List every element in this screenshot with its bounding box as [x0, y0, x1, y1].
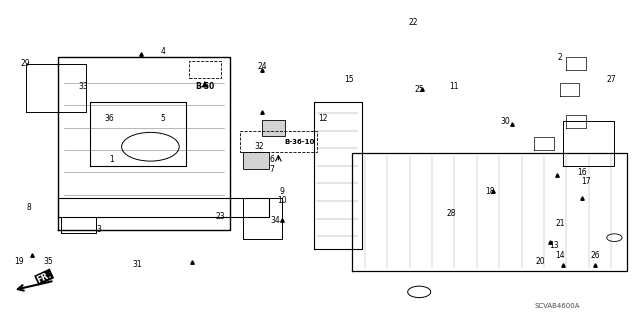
Text: 22: 22 [408, 18, 417, 27]
Text: 2: 2 [557, 53, 563, 62]
Bar [189, 61, 221, 78]
Text: 20: 20 [536, 257, 546, 266]
Text: 25: 25 [414, 85, 424, 94]
Text: 33: 33 [78, 82, 88, 91]
Text: 27: 27 [606, 75, 616, 84]
Text: FR.: FR. [35, 270, 53, 284]
Text: 21: 21 [556, 219, 564, 228]
Text: 8: 8 [26, 203, 31, 212]
Text: 12: 12 [319, 114, 328, 122]
Text: 36: 36 [104, 114, 114, 122]
Text: 24: 24 [257, 63, 268, 71]
Text: 4: 4 [161, 47, 166, 56]
Text: 6: 6 [269, 155, 275, 164]
Text: 35: 35 [43, 257, 53, 266]
Text: 15: 15 [344, 75, 354, 84]
Text: B-50: B-50 [195, 82, 214, 91]
Bar [262, 120, 285, 136]
Text: 31: 31 [132, 260, 143, 269]
Text: 18: 18 [485, 187, 494, 196]
Text: 3: 3 [97, 225, 102, 234]
Text: 13: 13 [548, 241, 559, 250]
Bar [240, 131, 317, 152]
Text: 10: 10 [276, 197, 287, 205]
Text: B-36-10: B-36-10 [285, 138, 315, 145]
Text: 1: 1 [109, 155, 115, 164]
Text: 19: 19 [14, 257, 24, 266]
Text: 29: 29 [20, 59, 31, 68]
Text: 23: 23 [216, 212, 226, 221]
Text: 17: 17 [580, 177, 591, 186]
Text: 26: 26 [590, 251, 600, 260]
Text: 16: 16 [577, 168, 588, 177]
Text: SCVAB4600A: SCVAB4600A [534, 303, 580, 309]
Bar [243, 152, 269, 169]
Text: 5: 5 [161, 114, 166, 122]
Text: 28: 28 [447, 209, 456, 218]
Text: 34: 34 [270, 216, 280, 225]
Text: 11: 11 [450, 82, 459, 91]
Text: 14: 14 [555, 251, 565, 260]
Text: 30: 30 [500, 117, 511, 126]
Text: 7: 7 [269, 165, 275, 174]
Text: 32: 32 [254, 142, 264, 151]
Text: 9: 9 [279, 187, 284, 196]
